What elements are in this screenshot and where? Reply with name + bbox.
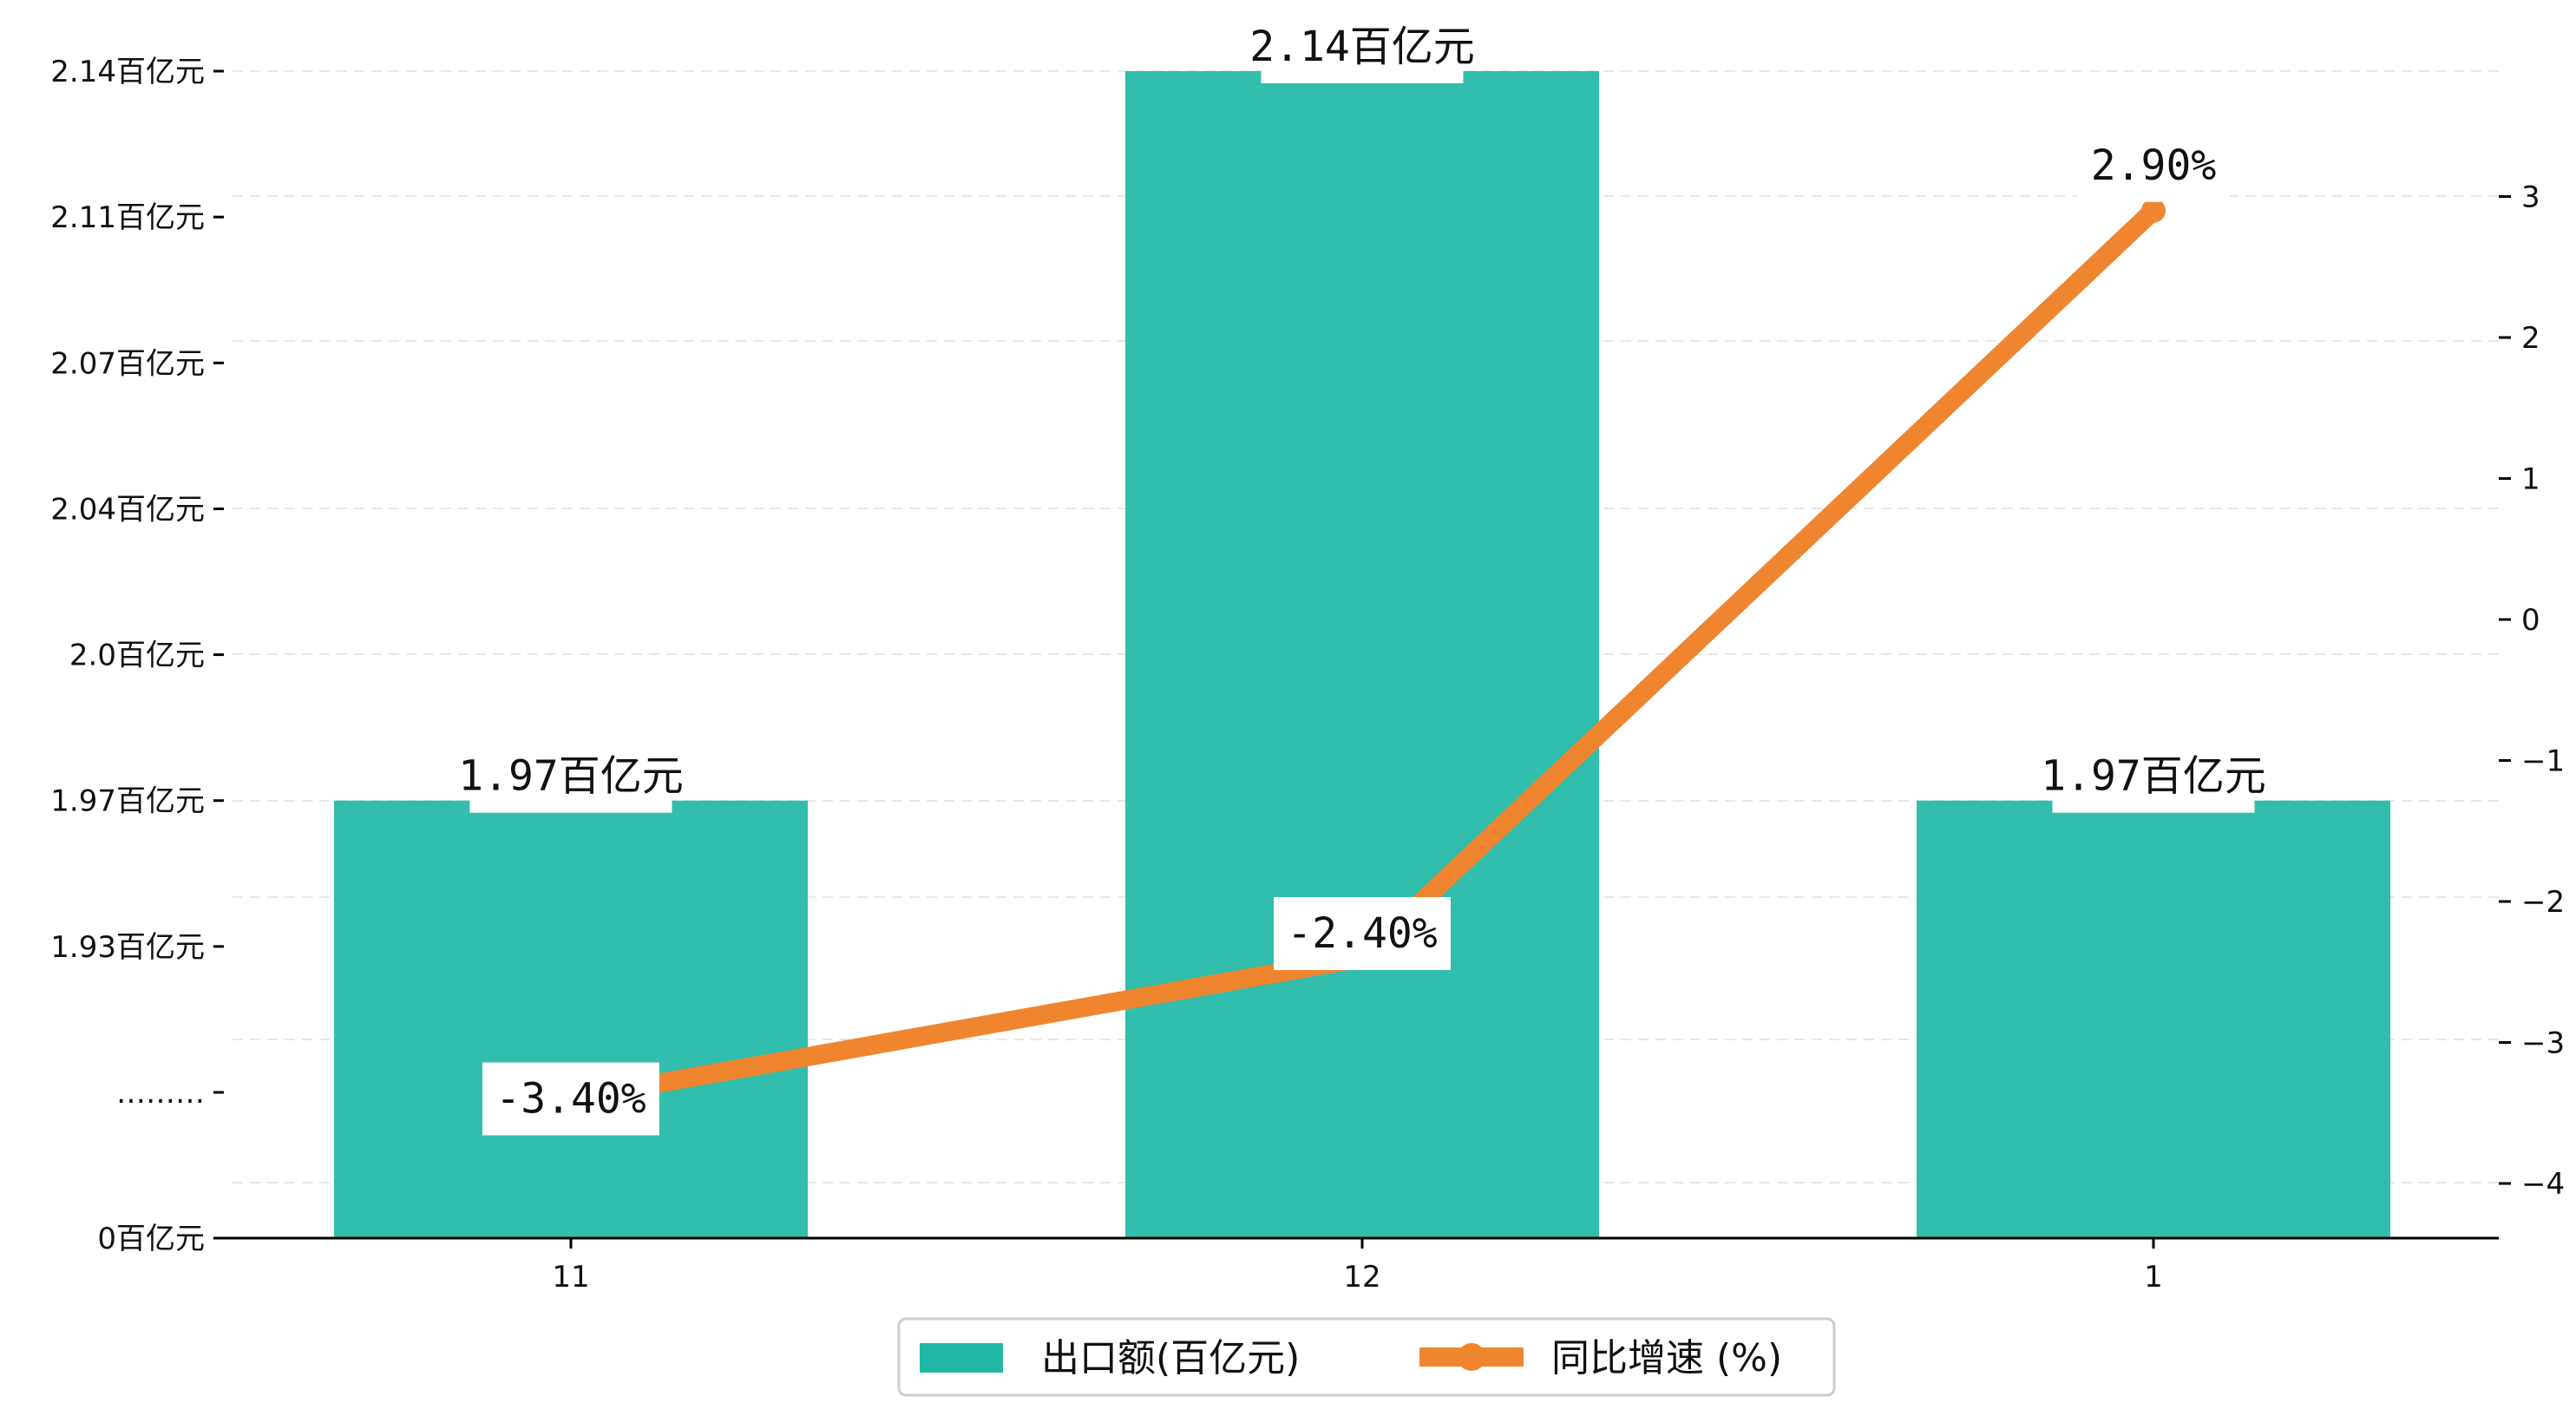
left-tick-label: 2.11百亿元 <box>50 200 205 235</box>
bar-value-label-box <box>469 739 672 813</box>
legend: 出口额(百亿元) 同比增速 (%) <box>897 1317 1836 1397</box>
right-tick-label: −3 <box>2521 1026 2565 1061</box>
right-tick-label: −2 <box>2521 885 2565 920</box>
bar-value-label: 1.97百亿元 <box>458 752 684 801</box>
bar-value-label: 1.97百亿元 <box>2041 752 2266 801</box>
right-tick-label: 0 <box>2521 603 2540 638</box>
growth-value-label-box <box>2077 128 2230 202</box>
left-tick-label: 1.93百亿元 <box>50 930 205 965</box>
left-tick-label: 2.0百亿元 <box>69 639 205 673</box>
legend-label-exports: 出口额(百亿元) <box>1041 1336 1300 1380</box>
legend-label-growth: 同比增速 (%) <box>1551 1336 1782 1380</box>
data-labels: 1.97百亿元 2.14百亿元 1.97百亿元 -3.40% -2.40% 2.90% <box>458 10 2266 1136</box>
left-tick-label: 2.14百亿元 <box>50 55 205 89</box>
left-tick-label: 2.04百亿元 <box>50 492 205 527</box>
bars <box>334 71 2390 1238</box>
bar-value-label: 2.14百亿元 <box>1249 23 1475 71</box>
growth-value-label: -3.40% <box>495 1075 646 1124</box>
right-tick-label: −4 <box>2521 1167 2565 1202</box>
growth-value-label: 2.90% <box>2091 141 2217 190</box>
x-tick-label: 11 <box>552 1260 589 1295</box>
x-tick-label: 1 <box>2144 1260 2163 1295</box>
bar-11 <box>334 800 808 1238</box>
right-tick-label: 2 <box>2521 321 2540 356</box>
legend-swatch-exports <box>920 1343 1003 1373</box>
legend-marker-growth <box>1458 1343 1485 1371</box>
growth-value-label-box <box>1274 897 1451 970</box>
bar-12 <box>1125 71 1599 1238</box>
bar-1 <box>1917 800 2390 1238</box>
axes: 0百亿元 ……… 1.93百亿元 1.97百亿元 2.0百亿元 2.04百亿元 2.07百亿… <box>50 55 2565 1295</box>
right-tick-label: 1 <box>2521 462 2540 497</box>
bar-value-label-box <box>2052 739 2255 813</box>
left-tick-label: 1.97百亿元 <box>50 784 205 819</box>
right-tick-label: −1 <box>2521 744 2565 779</box>
right-tick-label: 3 <box>2521 180 2540 215</box>
legend-box <box>897 1317 1836 1397</box>
left-tick-label: ……… <box>116 1076 205 1111</box>
bar-value-label-box <box>1261 10 1464 83</box>
left-tick-label: 2.07百亿元 <box>50 346 205 381</box>
left-tick-label: 0百亿元 <box>97 1222 205 1256</box>
growth-point-1 <box>2141 198 2166 223</box>
x-tick-label: 12 <box>1343 1260 1380 1295</box>
growth-value-label-box <box>482 1062 659 1136</box>
growth-value-label: -2.40% <box>1287 909 1437 958</box>
